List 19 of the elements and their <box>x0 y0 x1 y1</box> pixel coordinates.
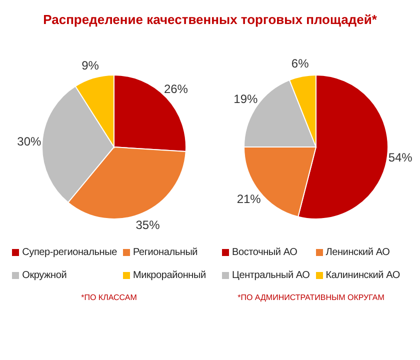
data-label: 26% <box>164 82 188 96</box>
legend-label: Ленинский АО <box>326 247 390 258</box>
legend-label: Микрорайонный <box>132 270 206 281</box>
data-label: 30% <box>17 134 42 149</box>
legend-label: Центральный АО <box>232 270 310 281</box>
legend-label: Супер-региональные <box>22 247 117 258</box>
text: *ПО КЛАССАМ <box>81 293 137 302</box>
data-label: 19% <box>234 92 258 106</box>
legend-label: Региональный <box>132 247 198 258</box>
data-label: 54% <box>388 150 413 165</box>
data-label: 6% <box>291 56 310 71</box>
data-label: 21% <box>236 192 262 206</box>
data-label: 35% <box>136 218 160 232</box>
legend-label: Окружной <box>22 270 67 281</box>
data-label: 9% <box>82 58 100 72</box>
legend-label: Восточный АО <box>232 247 298 258</box>
chart-title: Распределение качественных торговых площадей* <box>42 11 378 27</box>
text: *ПО АДМИНИСТРАТИВНЫМ ОКРУГАМ <box>238 293 384 302</box>
legend-label: Калининский АО <box>326 270 400 281</box>
